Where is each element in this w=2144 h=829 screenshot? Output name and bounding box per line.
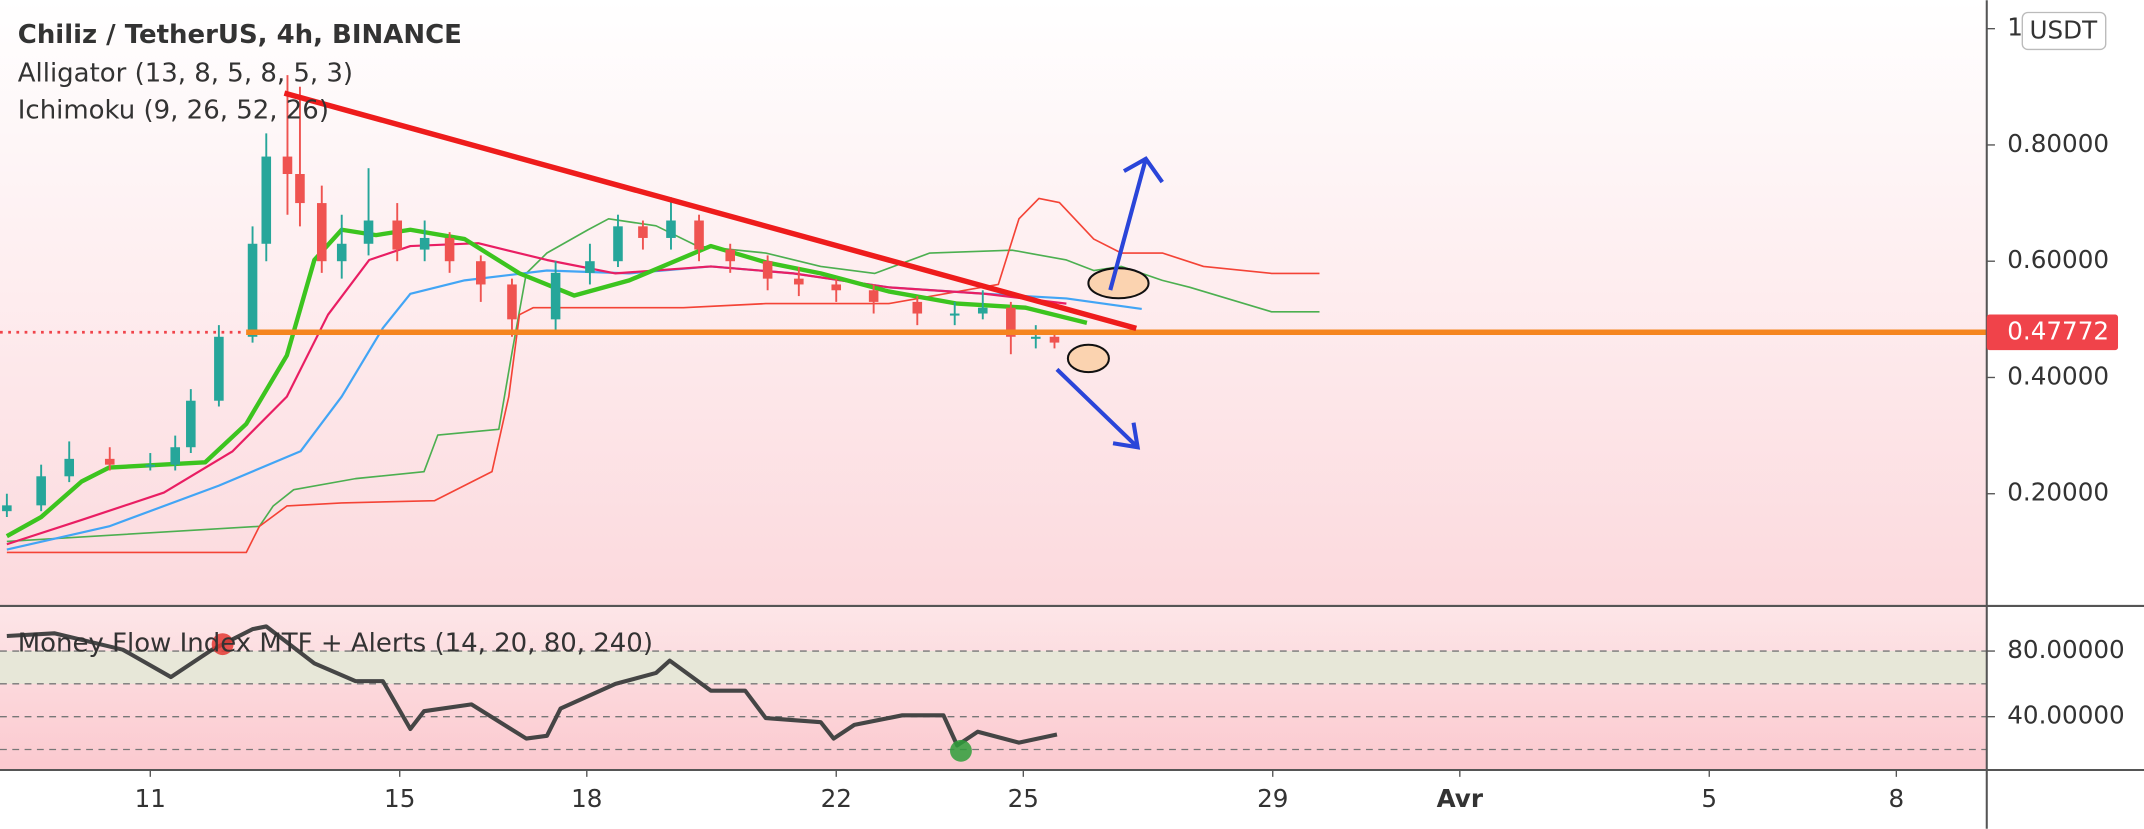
candle-body xyxy=(794,278,804,285)
x-tick-label: 8 xyxy=(1888,784,1904,813)
legend: Chiliz / TetherUS, 4h, BINANCE Alligator… xyxy=(18,20,653,658)
candle-body xyxy=(316,203,327,262)
candle-body xyxy=(145,464,156,467)
x-tick-label: 22 xyxy=(821,784,852,813)
candle-body xyxy=(170,447,181,465)
indicator-line xyxy=(6,197,1320,554)
candle-body xyxy=(977,307,988,314)
candle-body xyxy=(419,237,430,250)
alert-marker xyxy=(211,633,234,656)
candle-body xyxy=(363,220,374,244)
ellipse xyxy=(1087,267,1150,300)
down-arrow xyxy=(1055,367,1141,450)
y-tick-label: 0.20000 xyxy=(2007,478,2109,507)
overbought-zone xyxy=(0,651,1987,684)
x-tick-label: 18 xyxy=(571,784,602,813)
price-tag xyxy=(1986,314,2119,351)
x-tick-label: 29 xyxy=(1257,784,1288,813)
candle-body xyxy=(247,243,258,337)
up-arrow xyxy=(1108,156,1164,291)
mfi-pane xyxy=(0,605,1987,771)
trend-line xyxy=(283,90,1137,331)
candle-body xyxy=(36,476,46,506)
ellipse xyxy=(1066,343,1110,374)
candle-body xyxy=(282,156,293,175)
y-tick-label: 40.00000 xyxy=(2007,701,2124,730)
y-tick-label: 1 xyxy=(2007,13,2023,42)
candle-body xyxy=(912,301,923,314)
candle-body xyxy=(613,226,623,262)
candle-body xyxy=(214,336,224,401)
indicator-line xyxy=(5,227,1088,539)
price-axis xyxy=(1986,0,2144,829)
candle-body xyxy=(507,284,517,320)
candle-body xyxy=(666,220,676,238)
candle-body xyxy=(868,290,879,302)
candle-body xyxy=(1006,307,1016,337)
candle-body xyxy=(336,243,347,262)
candle-body xyxy=(831,284,842,291)
main-pane xyxy=(0,0,1987,606)
chart-title: Chiliz / TetherUS, 4h, BINANCE xyxy=(18,20,462,50)
candle-body xyxy=(1049,336,1060,343)
alert-marker xyxy=(950,739,972,762)
candle-body xyxy=(2,505,12,512)
unit-box xyxy=(2021,11,2107,51)
indicator-label: Money Flow Index MTF + Alerts (14, 20, 8… xyxy=(18,629,653,659)
candle-body xyxy=(261,156,272,244)
x-tick-label: 25 xyxy=(1008,784,1039,813)
plot-layer xyxy=(0,75,1987,762)
time-axis xyxy=(0,770,1987,829)
y-tick-label: 0.40000 xyxy=(2007,361,2109,390)
candle-body xyxy=(1030,336,1041,339)
indicator-label: Ichimoku (9, 26, 52, 26) xyxy=(18,95,329,125)
x-tick-label: 5 xyxy=(1701,784,1717,813)
candle-body xyxy=(444,237,455,262)
candle-body xyxy=(949,313,960,316)
candle-body xyxy=(694,220,704,250)
x-tick-label: 15 xyxy=(384,784,415,813)
candle-body xyxy=(186,400,196,448)
indicator-label: Alligator (13, 8, 5, 8, 5, 3) xyxy=(18,59,353,89)
y-tick-label: 0.80000 xyxy=(2007,129,2109,158)
price-tag-label: 0.47772 xyxy=(2007,316,2109,345)
y-tick-label: 0.60000 xyxy=(2007,245,2109,274)
candle-body xyxy=(762,261,773,279)
mfi-line xyxy=(6,624,1058,748)
candle-body xyxy=(550,272,561,320)
candle-body xyxy=(392,220,403,250)
candle-body xyxy=(585,261,595,273)
candle-body xyxy=(638,226,648,238)
candle-body xyxy=(725,249,736,262)
x-tick-label: 11 xyxy=(135,784,166,813)
unit-label: USDT xyxy=(2030,16,2099,45)
y-tick-label: 80.00000 xyxy=(2007,635,2124,664)
candle-body xyxy=(64,458,75,477)
candle-body xyxy=(295,174,305,204)
candle-body xyxy=(476,261,486,285)
x-tick-label: Avr xyxy=(1437,784,1484,813)
candle-body xyxy=(104,458,115,465)
